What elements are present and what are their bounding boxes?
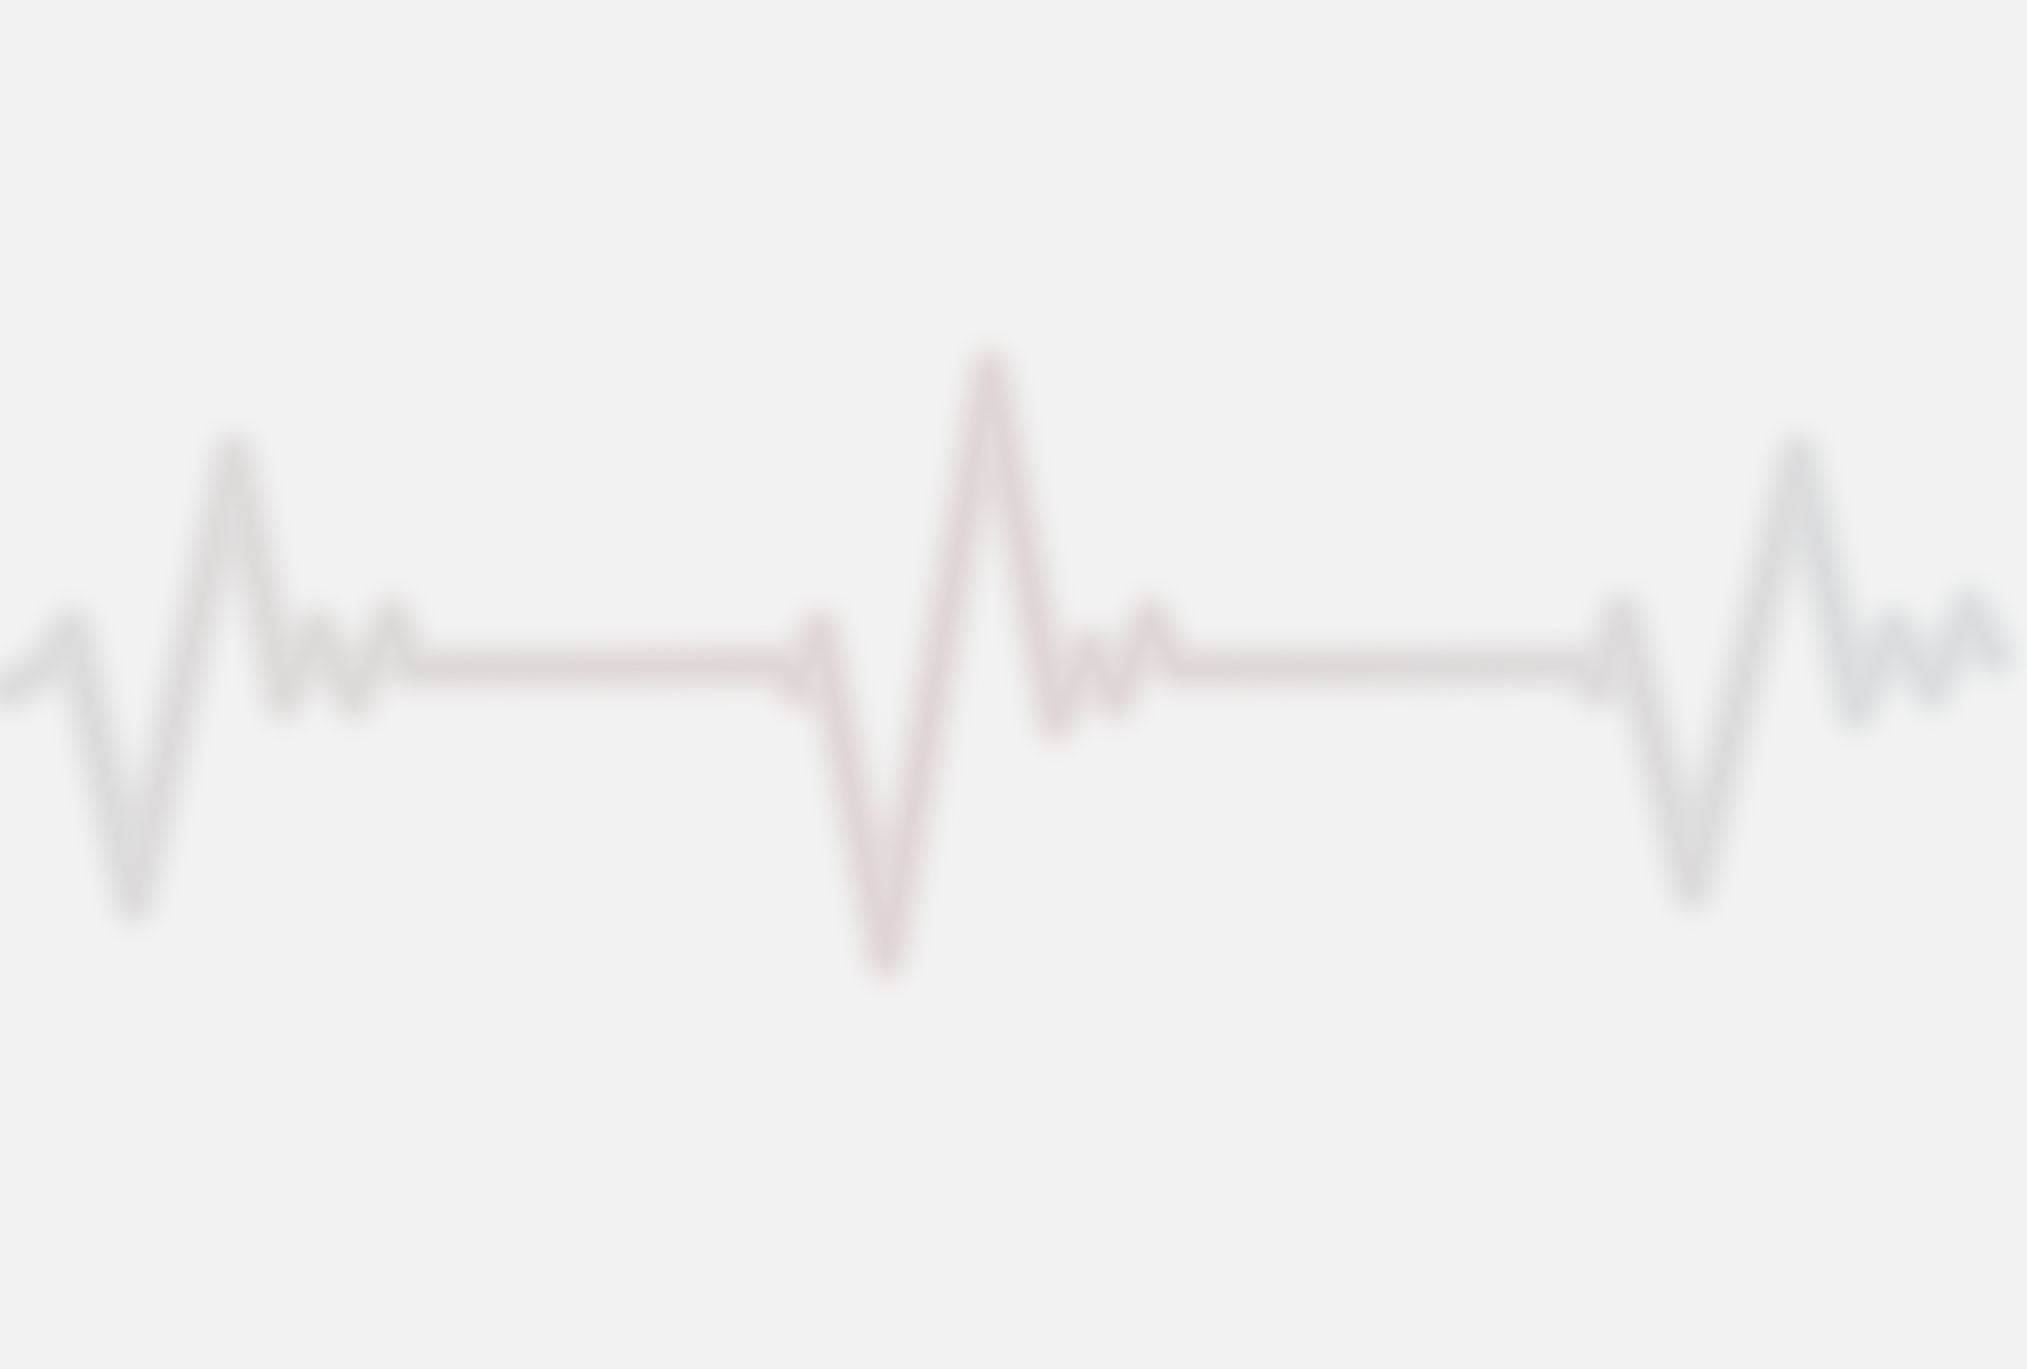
waveform-line bbox=[0, 348, 2016, 980]
waveform-core bbox=[1, 363, 2001, 965]
